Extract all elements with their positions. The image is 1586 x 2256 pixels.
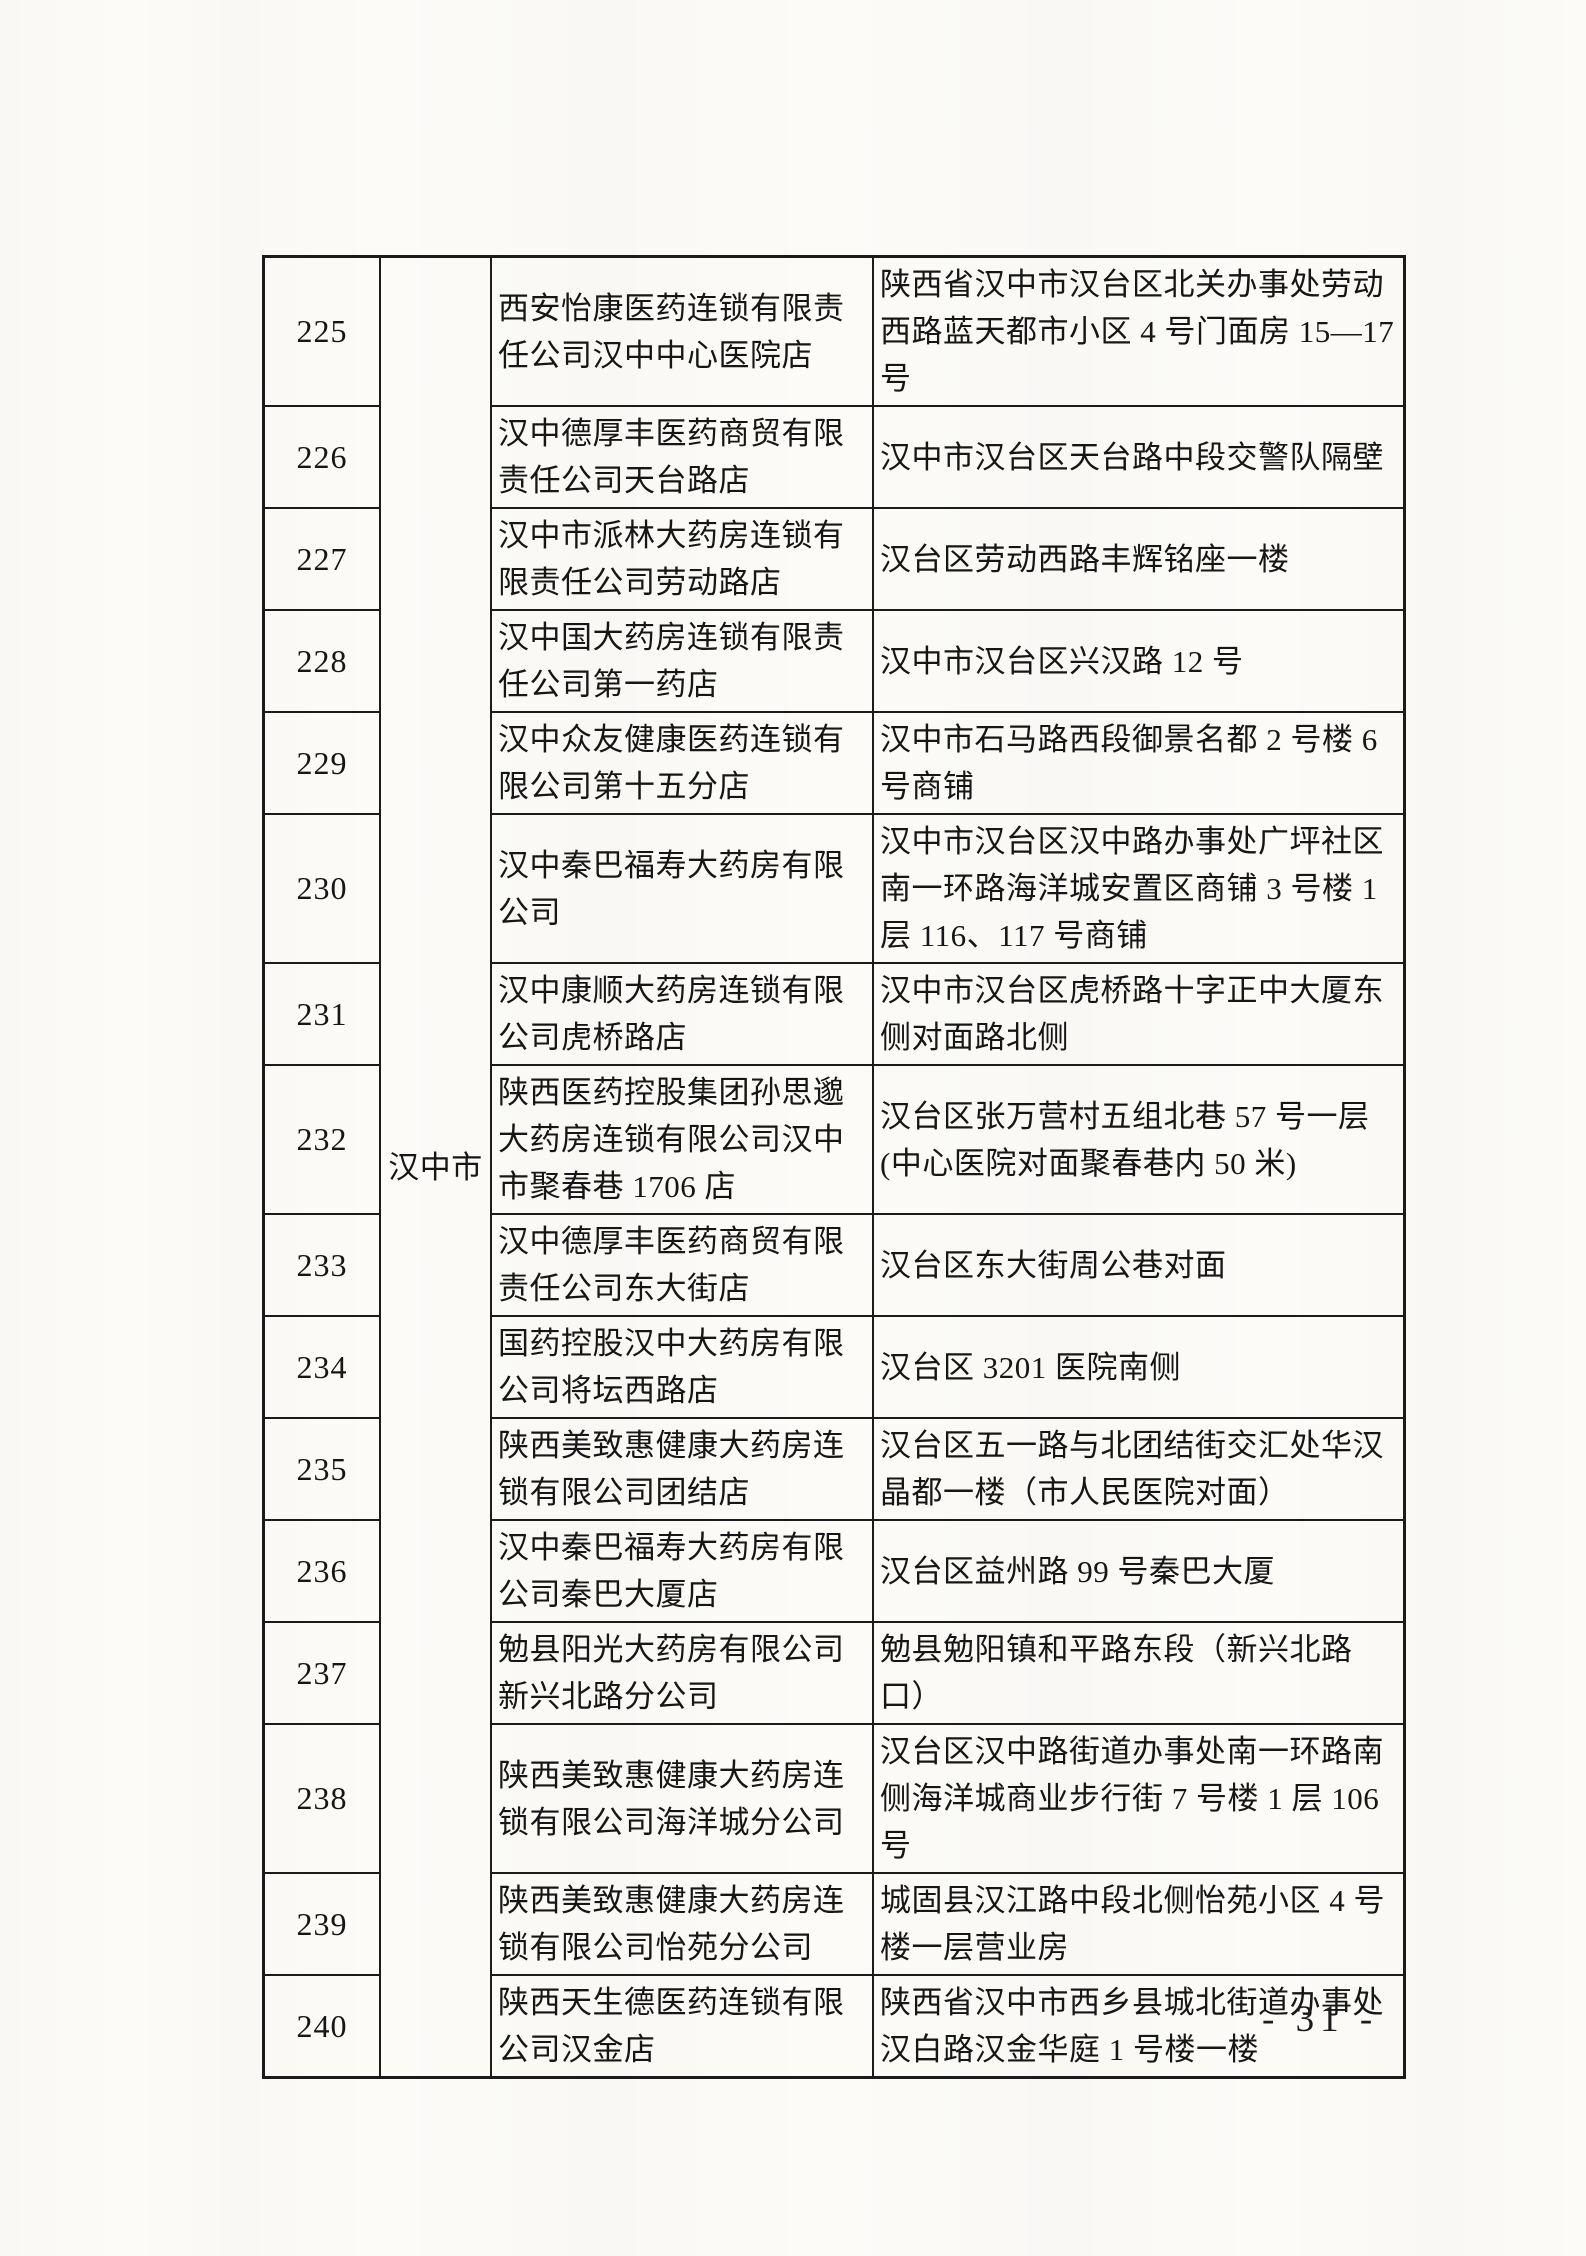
pharmacy-address-cell: 汉中市汉台区天台路中段交警队隔壁	[872, 405, 1406, 509]
pharmacy-address-cell: 汉台区益州路 99 号秦巴大厦	[872, 1519, 1406, 1623]
table-row: 231 汉中康顺大药房连锁有限公司虎桥路店 汉中市汉台区虎桥路十字正中大厦东侧对面路…	[262, 962, 1406, 1066]
row-number-cell: 234	[262, 1315, 381, 1419]
table-row: 236 汉中秦巴福寿大药房有限公司秦巴大厦店 汉台区益州路 99 号秦巴大厦	[262, 1519, 1406, 1623]
city-cell: 汉中市	[379, 255, 492, 2079]
table-row: 234 国药控股汉中大药房有限公司将坛西路店 汉台区 3201 医院南侧	[262, 1315, 1406, 1419]
pharmacy-table-body: 225 汉中市 西安怡康医药连锁有限责任公司汉中中心医院店 陕西省汉中市汉台区北关办事…	[262, 255, 1406, 2079]
pharmacy-name-cell: 陕西美致惠健康大药房连锁有限公司怡苑分公司	[490, 1872, 874, 1976]
row-number-cell: 229	[262, 711, 381, 815]
row-number-cell: 228	[262, 609, 381, 713]
pharmacy-address-cell: 汉台区东大街周公巷对面	[872, 1213, 1406, 1317]
table-row: 235 陕西美致惠健康大药房连锁有限公司团结店 汉台区五一路与北团结街交汇处华汉晶都…	[262, 1417, 1406, 1521]
pharmacy-name-cell: 国药控股汉中大药房有限公司将坛西路店	[490, 1315, 874, 1419]
table-row: 229 汉中众友健康医药连锁有限公司第十五分店 汉中市石马路西段御景名都 2 号楼 …	[262, 711, 1406, 815]
table-row: 239 陕西美致惠健康大药房连锁有限公司怡苑分公司 城固县汉江路中段北侧怡苑小区 4…	[262, 1872, 1406, 1976]
row-number-cell: 237	[262, 1621, 381, 1725]
row-number-cell: 227	[262, 507, 381, 611]
table-row: 237 勉县阳光大药房有限公司新兴北路分公司 勉县勉阳镇和平路东段（新兴北路口）	[262, 1621, 1406, 1725]
pharmacy-name-cell: 汉中康顺大药房连锁有限公司虎桥路店	[490, 962, 874, 1066]
pharmacy-name-cell: 勉县阳光大药房有限公司新兴北路分公司	[490, 1621, 874, 1725]
row-number-cell: 235	[262, 1417, 381, 1521]
pharmacy-address-cell: 汉中市汉台区汉中路办事处广坪社区南一环路海洋城安置区商铺 3 号楼 1 层 11…	[872, 813, 1406, 964]
pharmacy-name-cell: 汉中国大药房连锁有限责任公司第一药店	[490, 609, 874, 713]
row-number-cell: 239	[262, 1872, 381, 1976]
table-row: 227 汉中市派林大药房连锁有限责任公司劳动路店 汉台区劳动西路丰辉铭座一楼	[262, 507, 1406, 611]
table-row: 232 陕西医药控股集团孙思邈大药房连锁有限公司汉中市聚春巷 1706 店汉台区张…	[262, 1064, 1406, 1215]
pharmacy-address-cell: 汉台区劳动西路丰辉铭座一楼	[872, 507, 1406, 611]
pharmacy-address-cell: 陕西省汉中市西乡县城北街道办事处汉白路汉金华庭 1 号楼一楼	[872, 1974, 1406, 2079]
pharmacy-address-cell: 汉台区张万营村五组北巷 57 号一层(中心医院对面聚春巷内 50 米)	[872, 1064, 1406, 1215]
pharmacy-address-cell: 汉台区五一路与北团结街交汇处华汉晶都一楼（市人民医院对面）	[872, 1417, 1406, 1521]
row-number-cell: 231	[262, 962, 381, 1066]
row-number-cell: 225	[262, 255, 381, 407]
pharmacy-name-cell: 汉中秦巴福寿大药房有限公司	[490, 813, 874, 964]
pharmacy-name-cell: 汉中德厚丰医药商贸有限责任公司天台路店	[490, 405, 874, 509]
pharmacy-table: 225 汉中市 西安怡康医药连锁有限责任公司汉中中心医院店 陕西省汉中市汉台区北关办事…	[262, 255, 1406, 2079]
table-row: 226 汉中德厚丰医药商贸有限责任公司天台路店 汉中市汉台区天台路中段交警队隔壁	[262, 405, 1406, 509]
pharmacy-address-cell: 汉台区 3201 医院南侧	[872, 1315, 1406, 1419]
pharmacy-name-cell: 西安怡康医药连锁有限责任公司汉中中心医院店	[490, 255, 874, 407]
pharmacy-name-cell: 汉中秦巴福寿大药房有限公司秦巴大厦店	[490, 1519, 874, 1623]
pharmacy-address-cell: 城固县汉江路中段北侧怡苑小区 4 号楼一层营业房	[872, 1872, 1406, 1976]
row-number-cell: 230	[262, 813, 381, 964]
pharmacy-address-cell: 勉县勉阳镇和平路东段（新兴北路口）	[872, 1621, 1406, 1725]
pharmacy-address-cell: 汉中市汉台区虎桥路十字正中大厦东侧对面路北侧	[872, 962, 1406, 1066]
pharmacy-name-cell: 陕西医药控股集团孙思邈大药房连锁有限公司汉中市聚春巷 1706 店	[490, 1064, 874, 1215]
table-row: 240 陕西天生德医药连锁有限公司汉金店 陕西省汉中市西乡县城北街道办事处汉白路汉金…	[262, 1974, 1406, 2079]
row-number-cell: 226	[262, 405, 381, 509]
table-row: 230 汉中秦巴福寿大药房有限公司 汉中市汉台区汉中路办事处广坪社区南一环路海洋城安…	[262, 813, 1406, 964]
pharmacy-name-cell: 陕西美致惠健康大药房连锁有限公司团结店	[490, 1417, 874, 1521]
row-number-cell: 232	[262, 1064, 381, 1215]
table-row: 228 汉中国大药房连锁有限责任公司第一药店 汉中市汉台区兴汉路 12 号	[262, 609, 1406, 713]
table-row: 225 汉中市 西安怡康医药连锁有限责任公司汉中中心医院店 陕西省汉中市汉台区北关办事…	[262, 255, 1406, 2079]
row-number-cell: 238	[262, 1723, 381, 1874]
row-number-cell: 233	[262, 1213, 381, 1317]
pharmacy-name-cell: 陕西天生德医药连锁有限公司汉金店	[490, 1974, 874, 2079]
pharmacy-name-cell: 汉中德厚丰医药商贸有限责任公司东大街店	[490, 1213, 874, 1317]
table-row: 238 陕西美致惠健康大药房连锁有限公司海洋城分公司 汉台区汉中路街道办事处南一环路…	[262, 1723, 1406, 1874]
pharmacy-address-cell: 汉中市汉台区兴汉路 12 号	[872, 609, 1406, 713]
pharmacy-name-cell: 汉中众友健康医药连锁有限公司第十五分店	[490, 711, 874, 815]
pharmacy-address-cell: 汉中市石马路西段御景名都 2 号楼 6 号商铺	[872, 711, 1406, 815]
row-number-cell: 240	[262, 1974, 381, 2079]
pharmacy-name-cell: 汉中市派林大药房连锁有限责任公司劳动路店	[490, 507, 874, 611]
pharmacy-address-cell: 汉台区汉中路街道办事处南一环路南侧海洋城商业步行街 7 号楼 1 层 106 号	[872, 1723, 1406, 1874]
page-number: - 31 -	[1262, 1999, 1379, 2040]
table-row: 233 汉中德厚丰医药商贸有限责任公司东大街店 汉台区东大街周公巷对面	[262, 1213, 1406, 1317]
row-number-cell: 236	[262, 1519, 381, 1623]
pharmacy-name-cell: 陕西美致惠健康大药房连锁有限公司海洋城分公司	[490, 1723, 874, 1874]
pharmacy-address-cell: 陕西省汉中市汉台区北关办事处劳动西路蓝天都市小区 4 号门面房 15—17 号	[872, 255, 1406, 407]
